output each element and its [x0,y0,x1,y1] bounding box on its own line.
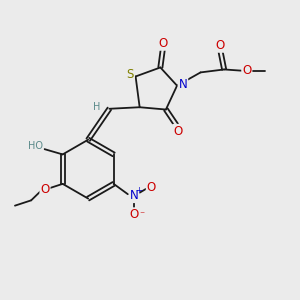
Text: HO: HO [28,141,43,151]
Text: O: O [173,125,182,138]
Text: N: N [130,189,139,202]
Text: O: O [158,37,167,50]
Text: O: O [242,64,251,77]
Text: ⁻: ⁻ [140,210,145,220]
Text: O: O [40,183,50,196]
Text: O: O [130,208,139,221]
Text: O: O [215,39,225,52]
Text: N: N [178,78,187,91]
Text: +: + [136,186,142,195]
Text: H: H [93,102,101,112]
Text: S: S [127,68,134,82]
Text: O: O [147,181,156,194]
